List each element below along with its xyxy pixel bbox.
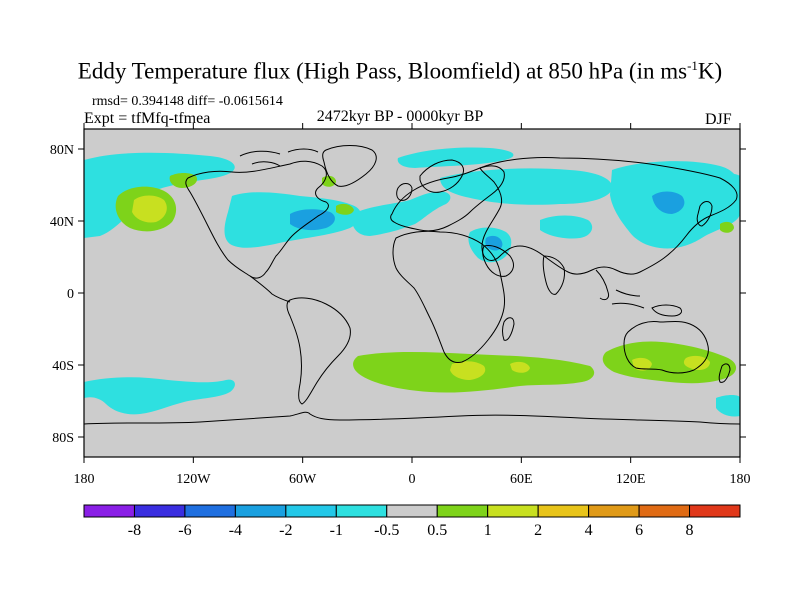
mid-atlantic-green-patch bbox=[336, 203, 354, 215]
x-tick-label: 60W bbox=[289, 472, 317, 487]
title-tail: K) bbox=[697, 58, 723, 84]
x-axis-ticks: 180 120W 60W 0 60E 120E 180 bbox=[74, 123, 751, 487]
y-tick-label: 40N bbox=[50, 215, 74, 230]
colorbar-label: 1 bbox=[484, 522, 492, 539]
colorbar-label: -8 bbox=[128, 522, 141, 539]
colorbar-box bbox=[638, 504, 691, 518]
colorbar-label: -6 bbox=[178, 522, 191, 539]
colorbar-label: 4 bbox=[585, 522, 593, 539]
stats-label: rmsd= 0.394148 diff= -0.0615614 bbox=[92, 94, 283, 109]
india-coastline bbox=[542, 255, 565, 295]
atlantic-cyan-region bbox=[351, 191, 451, 236]
season-label: DJF bbox=[705, 111, 732, 128]
new-zealand-coastline bbox=[718, 363, 731, 383]
central-america-coastline bbox=[249, 275, 291, 303]
y-tick-label: 80N bbox=[50, 143, 74, 158]
colorbar-box bbox=[83, 504, 135, 518]
colorbar-label: 6 bbox=[635, 522, 643, 539]
colorbar-box bbox=[537, 504, 590, 518]
colorbar-box bbox=[386, 504, 438, 518]
x-tick-label: 120W bbox=[176, 472, 211, 487]
x-tick-label: 120E bbox=[616, 472, 646, 487]
madagascar-coastline bbox=[502, 317, 515, 341]
southeast-asia-coastline bbox=[595, 269, 645, 309]
scandinavia-coastline bbox=[419, 159, 465, 193]
south-pacific-cyan-patch bbox=[116, 396, 145, 413]
arctic-cyan-region bbox=[397, 147, 514, 168]
northeast-pacific-yellow-core bbox=[132, 195, 167, 223]
colorbar-label: -1 bbox=[330, 522, 343, 539]
colorbar-box bbox=[487, 504, 539, 518]
antarctica-coastline bbox=[84, 411, 740, 425]
japan-coastline bbox=[696, 201, 713, 227]
asia-coastline bbox=[479, 157, 738, 275]
colorbar-box bbox=[588, 504, 640, 518]
coastlines bbox=[84, 145, 740, 425]
colorbar-label: 2 bbox=[534, 522, 542, 539]
experiment-label: Expt = tfMfq-tfmea bbox=[84, 110, 211, 127]
colorbar-box bbox=[689, 504, 741, 518]
australia-coastline bbox=[623, 321, 709, 374]
africa-coastline bbox=[392, 230, 505, 363]
colorbar-box bbox=[234, 504, 287, 518]
colorbar-label: 8 bbox=[686, 522, 694, 539]
colorbar-label: -0.5 bbox=[374, 522, 399, 539]
x-tick-label: 180 bbox=[730, 472, 751, 487]
x-tick-label: 0 bbox=[409, 472, 416, 487]
field-layer bbox=[84, 129, 740, 457]
arabia-coastline bbox=[482, 245, 514, 277]
australia-yellow-core-west bbox=[632, 357, 652, 371]
colorbar-box bbox=[184, 504, 236, 518]
title-superscript: -1 bbox=[687, 58, 698, 73]
north-america-coastline bbox=[185, 160, 329, 279]
australia-green-region bbox=[602, 341, 737, 384]
middle-east-blue-core bbox=[485, 235, 503, 251]
colorbar-box bbox=[285, 504, 337, 518]
colorbar-label: 0.5 bbox=[427, 522, 447, 539]
eurasia-cyan-region bbox=[440, 168, 613, 205]
south-atlantic-yellow-core bbox=[450, 361, 486, 380]
south-america-coastline bbox=[286, 297, 351, 405]
colorbar-box bbox=[133, 504, 186, 518]
x-tick-label: 180 bbox=[74, 472, 95, 487]
colorbar-label: -2 bbox=[279, 522, 292, 539]
arctic-islands-coastline bbox=[239, 148, 319, 167]
northeast-asia-cyan-region bbox=[698, 173, 740, 199]
central-asia-cyan-region bbox=[540, 215, 593, 239]
chart-title: Eddy Temperature flux (High Pass, Bloomf… bbox=[0, 58, 800, 85]
uk-coastline bbox=[396, 183, 413, 201]
colorbar-box bbox=[436, 504, 489, 518]
colorbar-boxes bbox=[83, 504, 741, 518]
japan-green-patch bbox=[720, 221, 734, 233]
y-tick-label: 40S bbox=[52, 359, 74, 374]
east-asia-blue-core bbox=[652, 191, 685, 214]
y-axis-ticks: 80N 40N 0 40S 80S bbox=[50, 143, 746, 446]
y-tick-label: 80S bbox=[52, 431, 74, 446]
southeast-pacific-cyan-patch bbox=[716, 395, 740, 417]
new-guinea-coastline bbox=[651, 304, 683, 317]
title-main: Eddy Temperature flux (High Pass, Bloomf… bbox=[77, 58, 688, 84]
greenland-coastline bbox=[322, 145, 377, 187]
y-tick-label: 0 bbox=[67, 287, 74, 302]
australia-yellow-core-east bbox=[683, 355, 710, 370]
colorbar-label: -4 bbox=[229, 522, 242, 539]
period-label: 2472kyr BP - 0000kyr BP bbox=[316, 108, 484, 125]
colorbar-labels: -8 -6 -4 -2 -1 -0.5 0.5 1 2 4 6 8 bbox=[128, 522, 694, 539]
colorbar-box bbox=[335, 504, 388, 518]
europe-coastline bbox=[390, 165, 505, 232]
south-indian-yellow-core bbox=[510, 361, 530, 373]
x-tick-label: 60E bbox=[510, 472, 533, 487]
